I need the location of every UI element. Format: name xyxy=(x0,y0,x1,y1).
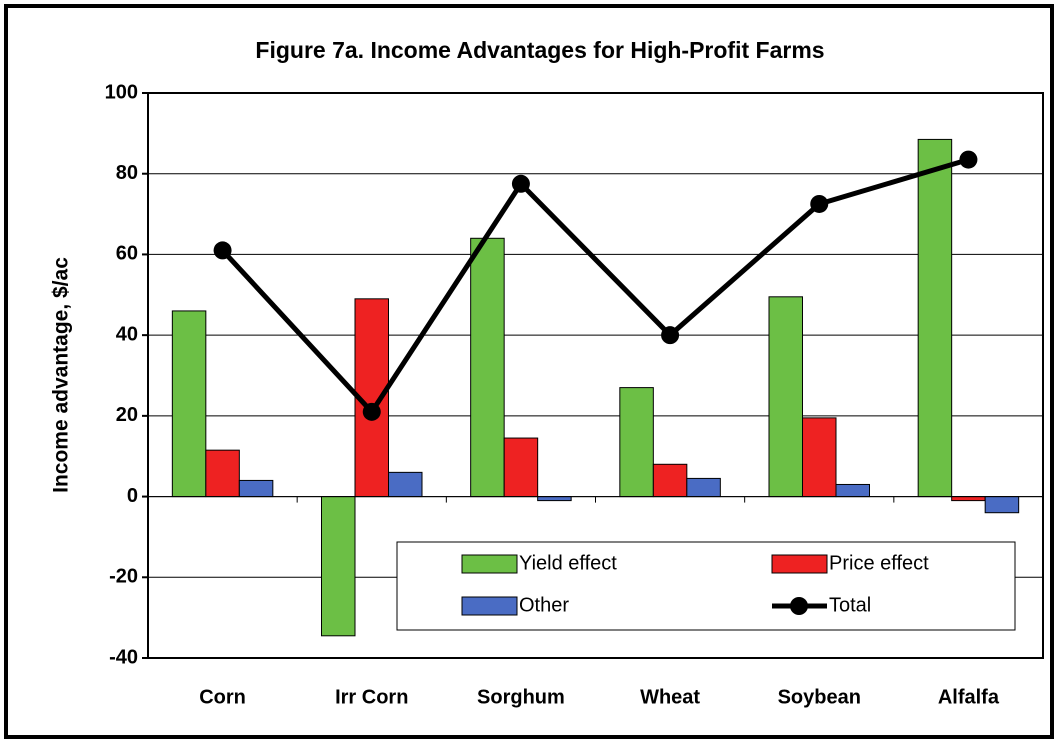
bar xyxy=(835,483,870,498)
plot-border xyxy=(147,92,1044,659)
y-tick-label: 20 xyxy=(116,404,138,426)
y-tick-label: 0 xyxy=(127,485,138,507)
x-tick-label: Soybean xyxy=(778,686,861,708)
x-tick-label: Corn xyxy=(199,686,246,708)
marker xyxy=(661,326,680,345)
y-tick-label: 40 xyxy=(116,323,138,345)
marker xyxy=(362,402,381,421)
x-tick-label: Irr Corn xyxy=(335,686,408,708)
legend-label: Other xyxy=(519,594,569,616)
bar xyxy=(917,138,953,498)
x-tick-label: Alfalfa xyxy=(938,686,1000,708)
x-tick-label: Sorghum xyxy=(477,686,565,708)
bar xyxy=(768,296,803,498)
y-tick-label: 60 xyxy=(116,243,138,265)
y-tick-label: 100 xyxy=(105,81,138,103)
bar xyxy=(619,387,654,498)
legend-swatch xyxy=(461,596,518,616)
bar xyxy=(537,496,572,502)
x-tick-label: Wheat xyxy=(640,686,700,708)
bar xyxy=(686,477,721,498)
line xyxy=(220,157,970,416)
bar xyxy=(652,463,688,498)
marker xyxy=(810,194,829,213)
marker xyxy=(213,241,232,260)
bar xyxy=(984,496,1020,514)
legend-swatch xyxy=(771,554,828,574)
y-tick-label: 80 xyxy=(116,162,138,184)
bar xyxy=(321,496,356,637)
bar xyxy=(205,449,240,498)
bar xyxy=(238,479,274,498)
y-tick-label: -40 xyxy=(109,646,138,668)
legend-swatch xyxy=(461,554,518,574)
bar xyxy=(503,437,539,498)
y-axis-label: Income advantage, $/ac xyxy=(50,257,73,493)
bar xyxy=(802,417,837,498)
bar xyxy=(470,237,505,498)
legend-label: Yield effect xyxy=(519,552,617,574)
bar xyxy=(171,310,207,498)
legend-swatch xyxy=(790,597,808,615)
marker xyxy=(959,150,978,169)
bar xyxy=(388,471,423,498)
y-tick-label: -20 xyxy=(109,566,138,588)
bar xyxy=(951,496,986,502)
marker xyxy=(511,174,530,193)
legend-label: Price effect xyxy=(829,552,929,574)
legend-label: Total xyxy=(829,594,871,616)
chart-title: Figure 7a. Income Advantages for High-Pr… xyxy=(255,37,824,63)
